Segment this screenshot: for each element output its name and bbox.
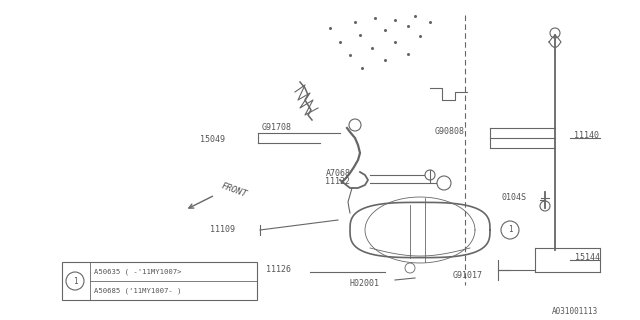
Text: H02001: H02001 — [350, 278, 380, 287]
Text: A031001113: A031001113 — [552, 308, 598, 316]
Text: 11122: 11122 — [325, 177, 350, 186]
Text: 1: 1 — [73, 276, 77, 285]
Text: 11109: 11109 — [210, 226, 235, 235]
Text: A7068: A7068 — [326, 169, 351, 178]
FancyBboxPatch shape — [62, 262, 257, 300]
Text: 1: 1 — [508, 226, 512, 235]
Text: 11126: 11126 — [266, 266, 291, 275]
Text: G90808: G90808 — [435, 127, 465, 137]
Text: 15144: 15144 — [575, 253, 600, 262]
Text: G91708: G91708 — [262, 124, 292, 132]
Text: G91017: G91017 — [453, 270, 483, 279]
Text: 0104S: 0104S — [502, 194, 527, 203]
Text: A50635 ( -'11MY1007>: A50635 ( -'11MY1007> — [94, 268, 182, 275]
Text: 11140: 11140 — [574, 132, 599, 140]
Text: FRONT: FRONT — [220, 181, 248, 199]
Text: 15049: 15049 — [200, 135, 225, 145]
Text: A50685 ('11MY1007- ): A50685 ('11MY1007- ) — [94, 287, 182, 294]
